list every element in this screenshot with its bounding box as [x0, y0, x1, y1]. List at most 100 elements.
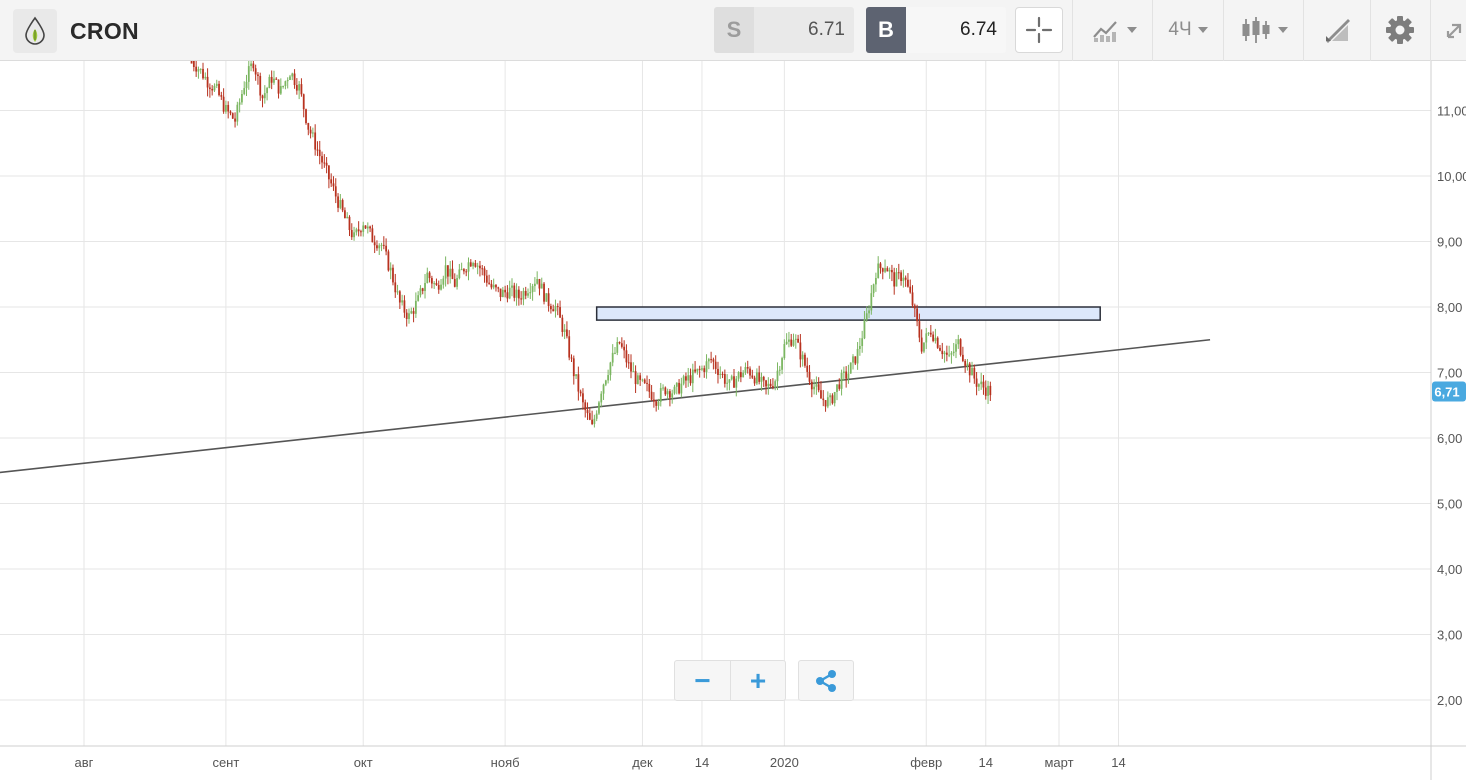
candle-body [584, 402, 587, 411]
candle-body [600, 393, 603, 403]
candle-body [501, 289, 504, 298]
candle-body [701, 368, 703, 370]
candle-body [389, 267, 392, 271]
candle-body [847, 373, 850, 379]
candle-body [959, 339, 962, 355]
candle-body [300, 84, 303, 95]
candle-body [243, 88, 246, 95]
candle-body [570, 357, 573, 359]
candle-body [822, 398, 825, 401]
candle-body [321, 156, 323, 163]
candle-body [781, 358, 783, 370]
candle-body [307, 123, 310, 130]
candle-body [678, 382, 680, 394]
candle-body [344, 210, 346, 219]
candle-body [687, 375, 690, 381]
resistance-zone[interactable] [595, 306, 1101, 321]
candle-body [618, 342, 621, 344]
candle-body [483, 268, 486, 276]
timeframe-dropdown[interactable]: 4Ч [1161, 7, 1215, 53]
candle-body [234, 118, 236, 122]
last-price-label: 6,71 [1434, 384, 1459, 399]
buy-quote-button[interactable]: B 6.74 [866, 7, 1006, 53]
y-tick-label: 2,00 [1437, 693, 1462, 708]
candle-body [282, 86, 285, 88]
zoom-in-button[interactable]: + [729, 661, 785, 700]
chart-annotations[interactable] [0, 306, 1211, 478]
candle-body [776, 370, 779, 382]
drawing-pencil-icon [1326, 19, 1350, 43]
y-tick-label: 7,00 [1437, 366, 1462, 381]
zoom-out-button[interactable]: − [694, 664, 711, 696]
candle-body [401, 300, 404, 303]
candle-body [222, 96, 225, 112]
expand-icon [1446, 23, 1462, 39]
sell-label: S [714, 7, 754, 53]
candle-body [536, 279, 539, 284]
candle-body [655, 401, 658, 406]
candle-body [929, 332, 932, 335]
candle-body [591, 419, 593, 425]
candle-body [371, 228, 374, 243]
candle-body [623, 346, 626, 351]
settings-button[interactable] [1378, 7, 1422, 53]
share-button[interactable] [798, 660, 854, 701]
sell-quote-button[interactable]: S 6.71 [714, 7, 854, 53]
drawing-tools-button[interactable] [1312, 7, 1362, 53]
candle-body [739, 372, 742, 378]
candle-body [453, 278, 456, 287]
candle-body [616, 342, 619, 353]
candle-body [208, 87, 211, 89]
candle-body [545, 293, 548, 302]
candle-body [733, 376, 735, 388]
candle-body [348, 216, 351, 230]
indicators-dropdown[interactable] [1085, 7, 1143, 53]
candle-body [936, 337, 939, 348]
candle-body [698, 368, 701, 370]
candle-body [419, 288, 422, 296]
candle-body [760, 376, 763, 382]
candle-body [852, 356, 854, 363]
candle-body [794, 338, 797, 340]
candle-body [636, 375, 639, 385]
fullscreen-button[interactable] [1440, 7, 1466, 53]
candle-body [460, 269, 463, 271]
crosshair-button[interactable] [1015, 7, 1063, 53]
candle-body [840, 372, 843, 389]
candle-body [598, 402, 600, 414]
candle-body [641, 379, 644, 381]
candle-body [215, 83, 218, 86]
candle-body [330, 179, 333, 184]
candle-body [904, 277, 907, 280]
candle-body [588, 413, 591, 420]
candle-body [458, 269, 461, 279]
candle-body [785, 341, 788, 345]
candle-body [593, 418, 596, 425]
candle-body [305, 109, 307, 124]
candle-body [385, 245, 388, 252]
candle-body [792, 339, 795, 346]
cannabis-drop-logo [13, 9, 57, 53]
candle-body [657, 401, 660, 406]
candle-body [911, 292, 914, 306]
chevron-down-icon [1127, 27, 1137, 33]
chart-type-dropdown[interactable] [1234, 7, 1294, 53]
candle-body [989, 385, 992, 396]
candle-body [238, 102, 241, 105]
candle-body [726, 382, 729, 384]
candle-body [856, 348, 859, 364]
candle-body [195, 66, 198, 72]
candle-body [971, 367, 973, 376]
grid-lines [0, 61, 1431, 746]
candle-body [817, 384, 820, 391]
candle-body [387, 251, 390, 271]
candle-body [334, 186, 337, 197]
timeframe-label: 4Ч [1168, 19, 1192, 40]
candle-body [355, 229, 358, 233]
candle-body [575, 374, 577, 377]
candle-body [405, 312, 408, 319]
candle-body [703, 368, 706, 372]
candle-body [339, 200, 342, 208]
support-trend-line[interactable] [0, 338, 1211, 478]
